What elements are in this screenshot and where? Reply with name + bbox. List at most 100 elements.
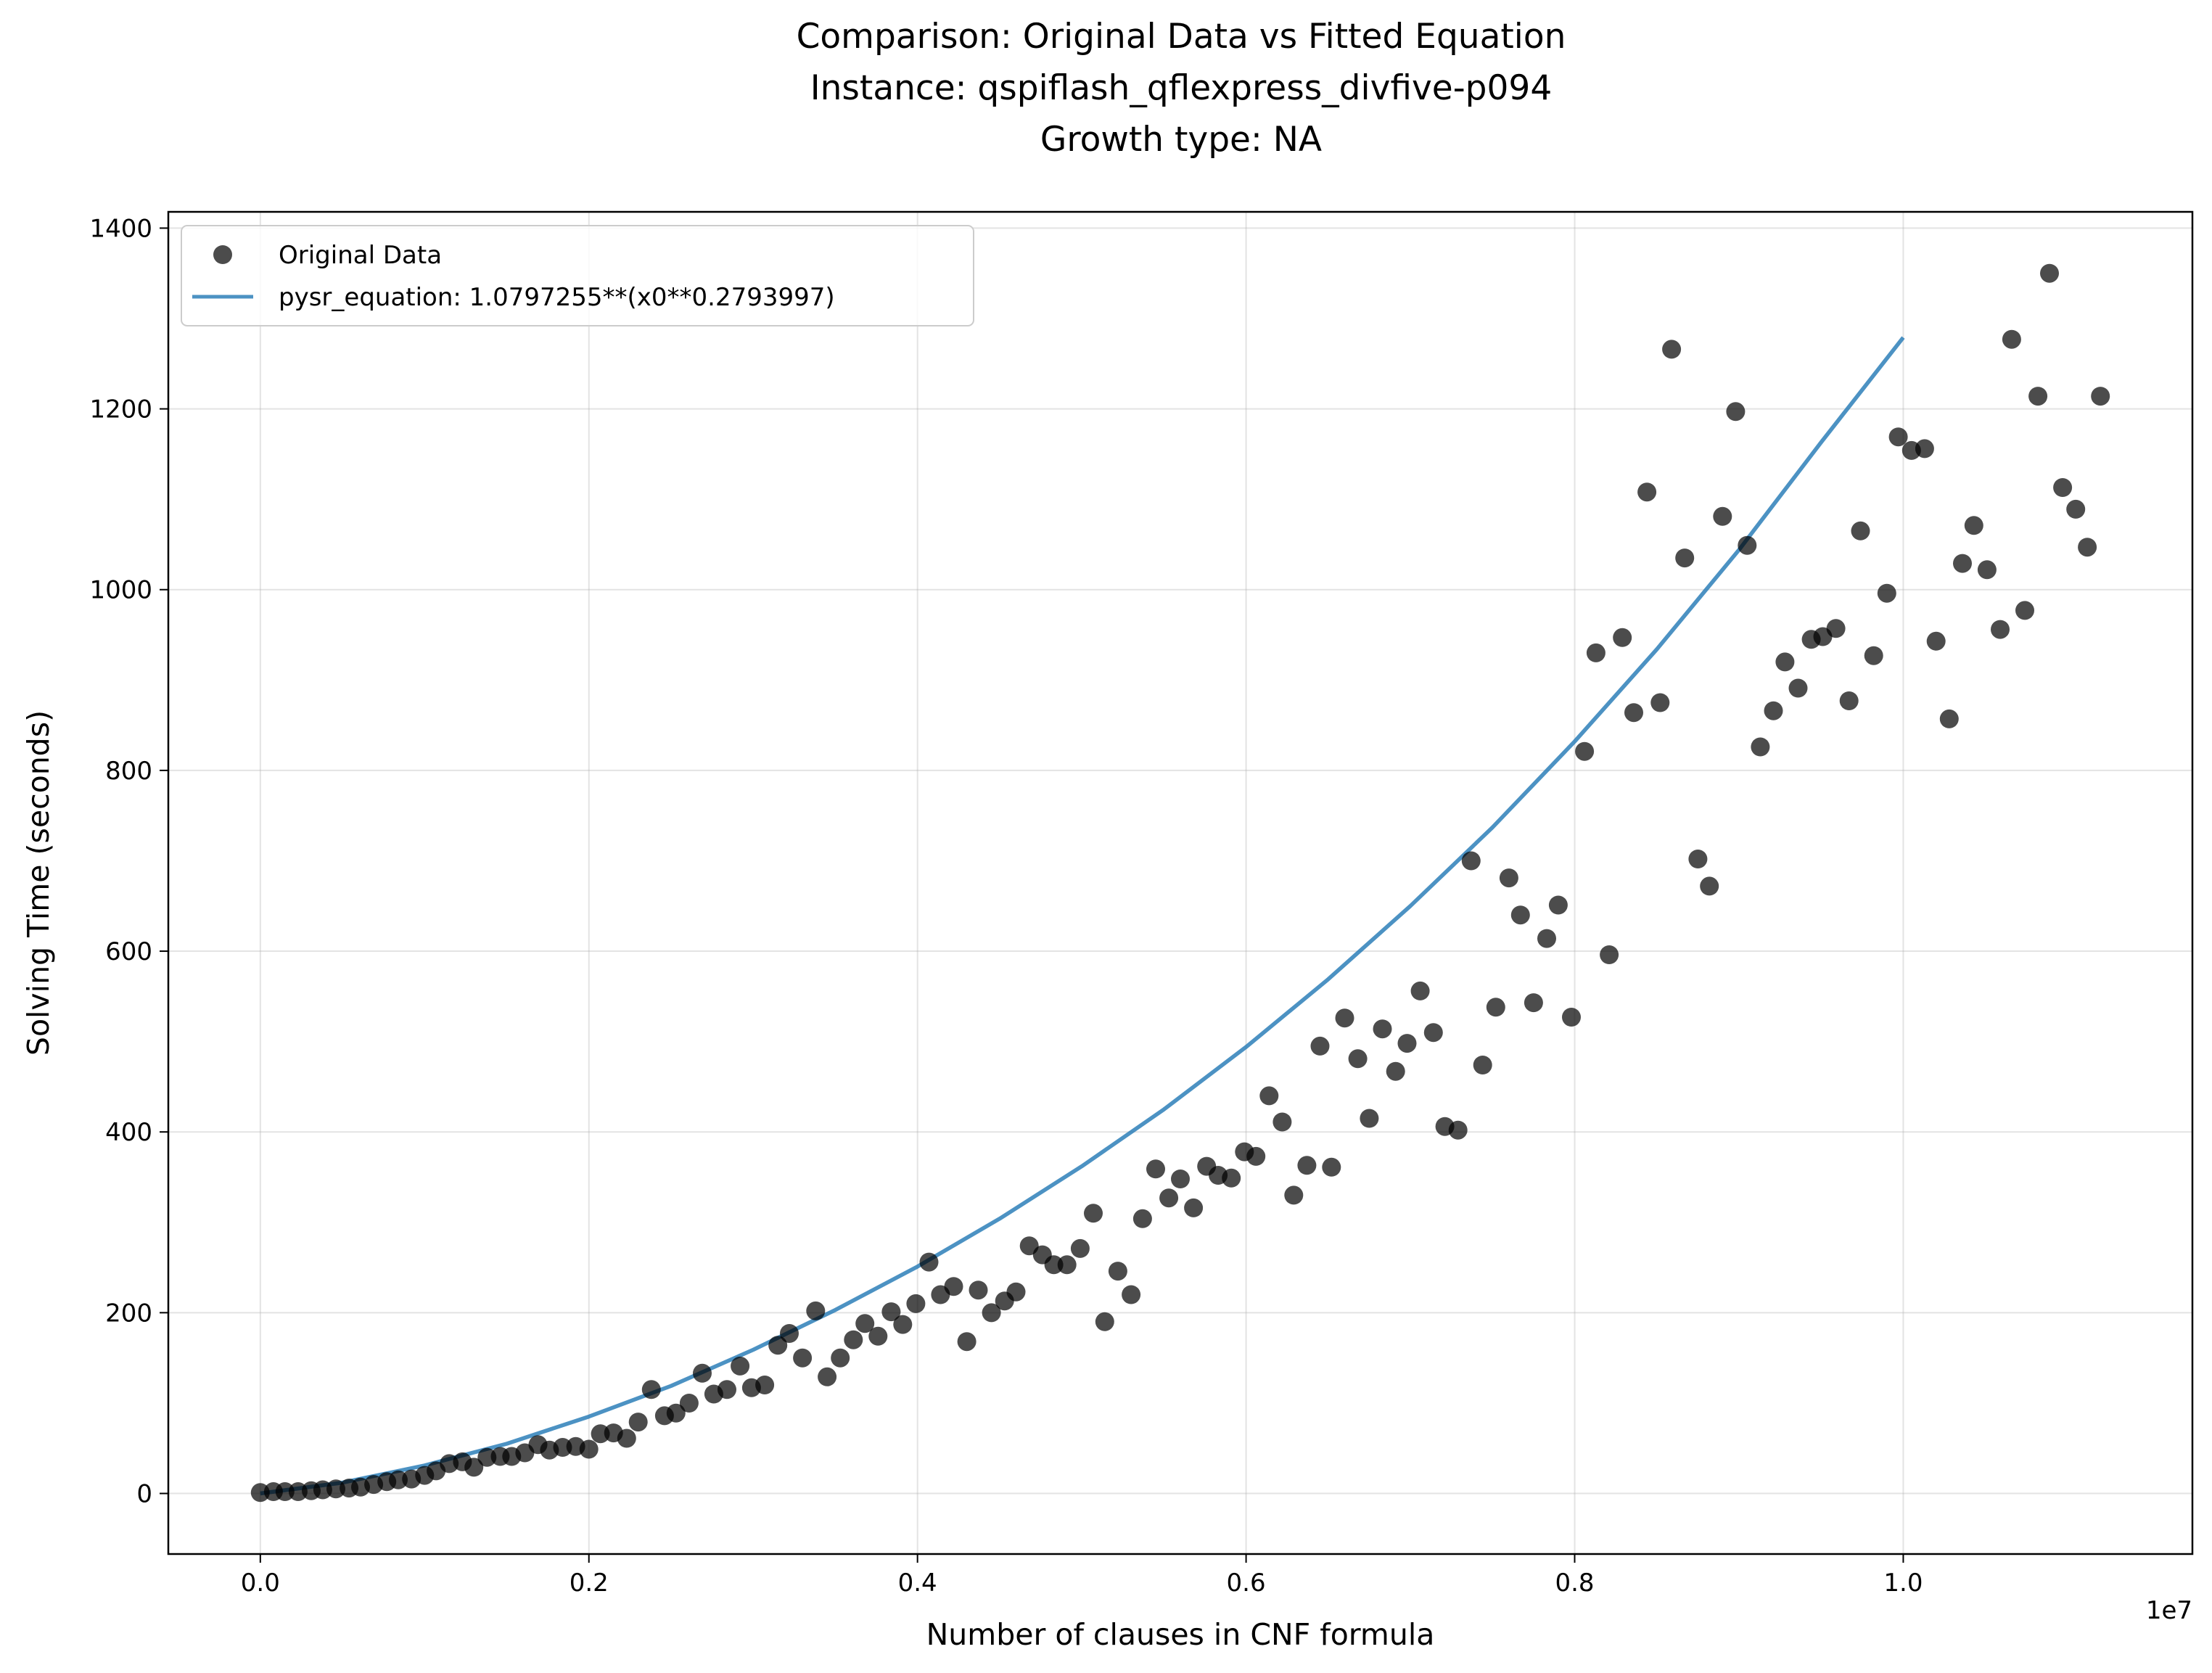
- data-point: [1662, 340, 1682, 359]
- data-point: [679, 1394, 699, 1413]
- data-point: [1322, 1157, 1341, 1177]
- data-point: [1171, 1170, 1190, 1188]
- data-point: [2053, 478, 2073, 497]
- data-point: [2078, 538, 2097, 557]
- y-tick-label: 200: [105, 1299, 152, 1328]
- data-point: [1044, 1255, 1064, 1275]
- x-tick-label: 0.4: [898, 1569, 937, 1598]
- data-point: [818, 1367, 837, 1386]
- data-point: [969, 1281, 988, 1300]
- plot-frame: [167, 210, 2194, 1555]
- data-point: [666, 1403, 686, 1423]
- x-tick-label: 1.0: [1883, 1569, 1923, 1598]
- data-point: [893, 1315, 913, 1334]
- data-point: [806, 1301, 826, 1320]
- legend-marker-original-data: [213, 245, 232, 264]
- title-line-3: Growth type: NA: [1040, 120, 1322, 160]
- data-point: [1360, 1109, 1379, 1128]
- data-point: [1726, 402, 1746, 422]
- data-point: [1713, 506, 1732, 526]
- data-point: [768, 1336, 788, 1355]
- data-point: [1562, 1008, 1581, 1027]
- data-point: [1284, 1185, 1304, 1205]
- data-point: [1397, 1034, 1417, 1053]
- data-point: [1637, 482, 1657, 502]
- data-point: [855, 1314, 875, 1333]
- y-tick-label: 1000: [89, 576, 152, 605]
- data-point: [906, 1294, 926, 1313]
- data-point: [793, 1348, 813, 1368]
- data-point: [718, 1380, 736, 1399]
- data-point: [1548, 895, 1568, 915]
- data-point: [1991, 620, 2010, 639]
- data-point: [1939, 709, 1959, 728]
- data-point: [1448, 1120, 1468, 1140]
- data-point: [617, 1429, 636, 1448]
- data-point: [1473, 1056, 1492, 1074]
- data-point: [1159, 1188, 1179, 1208]
- data-point: [628, 1413, 648, 1432]
- data-point: [1461, 851, 1481, 871]
- y-axis-label: Solving Time (seconds): [21, 710, 56, 1056]
- data-point: [844, 1330, 863, 1349]
- data-point: [731, 1356, 750, 1376]
- data-point: [1788, 678, 1808, 698]
- legend-box: [181, 225, 974, 326]
- data-point: [1006, 1282, 1026, 1302]
- data-point: [1499, 868, 1518, 888]
- data-point: [1953, 554, 1972, 573]
- data-point: [755, 1376, 775, 1394]
- data-point: [1108, 1262, 1127, 1281]
- data-point: [1246, 1146, 1266, 1166]
- data-point: [1700, 876, 1719, 896]
- y-tick-label: 600: [105, 937, 152, 966]
- data-point: [1297, 1156, 1317, 1175]
- data-point: [1410, 981, 1430, 1000]
- data-point: [1877, 583, 1896, 603]
- x-tick-label: 0.8: [1555, 1569, 1594, 1598]
- y-tick-label: 1400: [89, 214, 152, 243]
- data-point: [881, 1302, 901, 1322]
- x-axis-offset-label: 1e7: [2146, 1596, 2192, 1625]
- data-point: [1184, 1198, 1204, 1217]
- data-point: [2015, 601, 2034, 620]
- chart-title: Comparison: Original Data vs Fitted Equa…: [797, 17, 1566, 160]
- x-tick-label: 0.2: [570, 1569, 609, 1598]
- data-point: [1272, 1112, 1292, 1132]
- legend-label-pysr-equation: pysr_equation: 1.0797255**(x0**0.2793997…: [279, 283, 835, 312]
- data-point: [1310, 1036, 1330, 1056]
- data-point: [1524, 993, 1543, 1013]
- data-point: [1888, 427, 1908, 447]
- grid: [168, 212, 2192, 1554]
- data-point: [464, 1458, 484, 1477]
- data-point: [1775, 652, 1795, 672]
- data-point: [1486, 998, 1505, 1017]
- y-tick-label: 400: [105, 1118, 152, 1147]
- x-axis-ticks: 0.0 0.2 0.4 0.6 0.8 1.0: [241, 1554, 1923, 1598]
- plot-series: [250, 263, 2110, 1503]
- x-tick-label: 0.6: [1227, 1569, 1266, 1598]
- data-point: [1624, 703, 1643, 723]
- data-point: [2040, 263, 2059, 283]
- data-point: [1764, 701, 1783, 720]
- title-line-2: Instance: qspiflash_qflexpress_divfive-p…: [810, 68, 1552, 108]
- data-point: [868, 1326, 888, 1346]
- data-point: [1688, 850, 1708, 868]
- fitted-curve-line: [260, 336, 1905, 1496]
- data-point: [1084, 1204, 1103, 1223]
- y-tick-label: 1200: [89, 395, 152, 424]
- data-point: [1751, 737, 1770, 757]
- data-point: [1964, 516, 1983, 535]
- data-point: [1095, 1312, 1114, 1331]
- data-point: [919, 1252, 939, 1272]
- data-point: [693, 1363, 712, 1383]
- legend: Original Data pysr_equation: 1.0797255**…: [181, 225, 974, 326]
- data-point: [1335, 1008, 1354, 1028]
- data-point: [1146, 1159, 1165, 1179]
- data-point: [1613, 628, 1632, 647]
- data-point: [2028, 387, 2048, 406]
- data-point: [1675, 548, 1695, 568]
- title-line-1: Comparison: Original Data vs Fitted Equa…: [797, 17, 1566, 57]
- y-tick-label: 800: [105, 757, 152, 786]
